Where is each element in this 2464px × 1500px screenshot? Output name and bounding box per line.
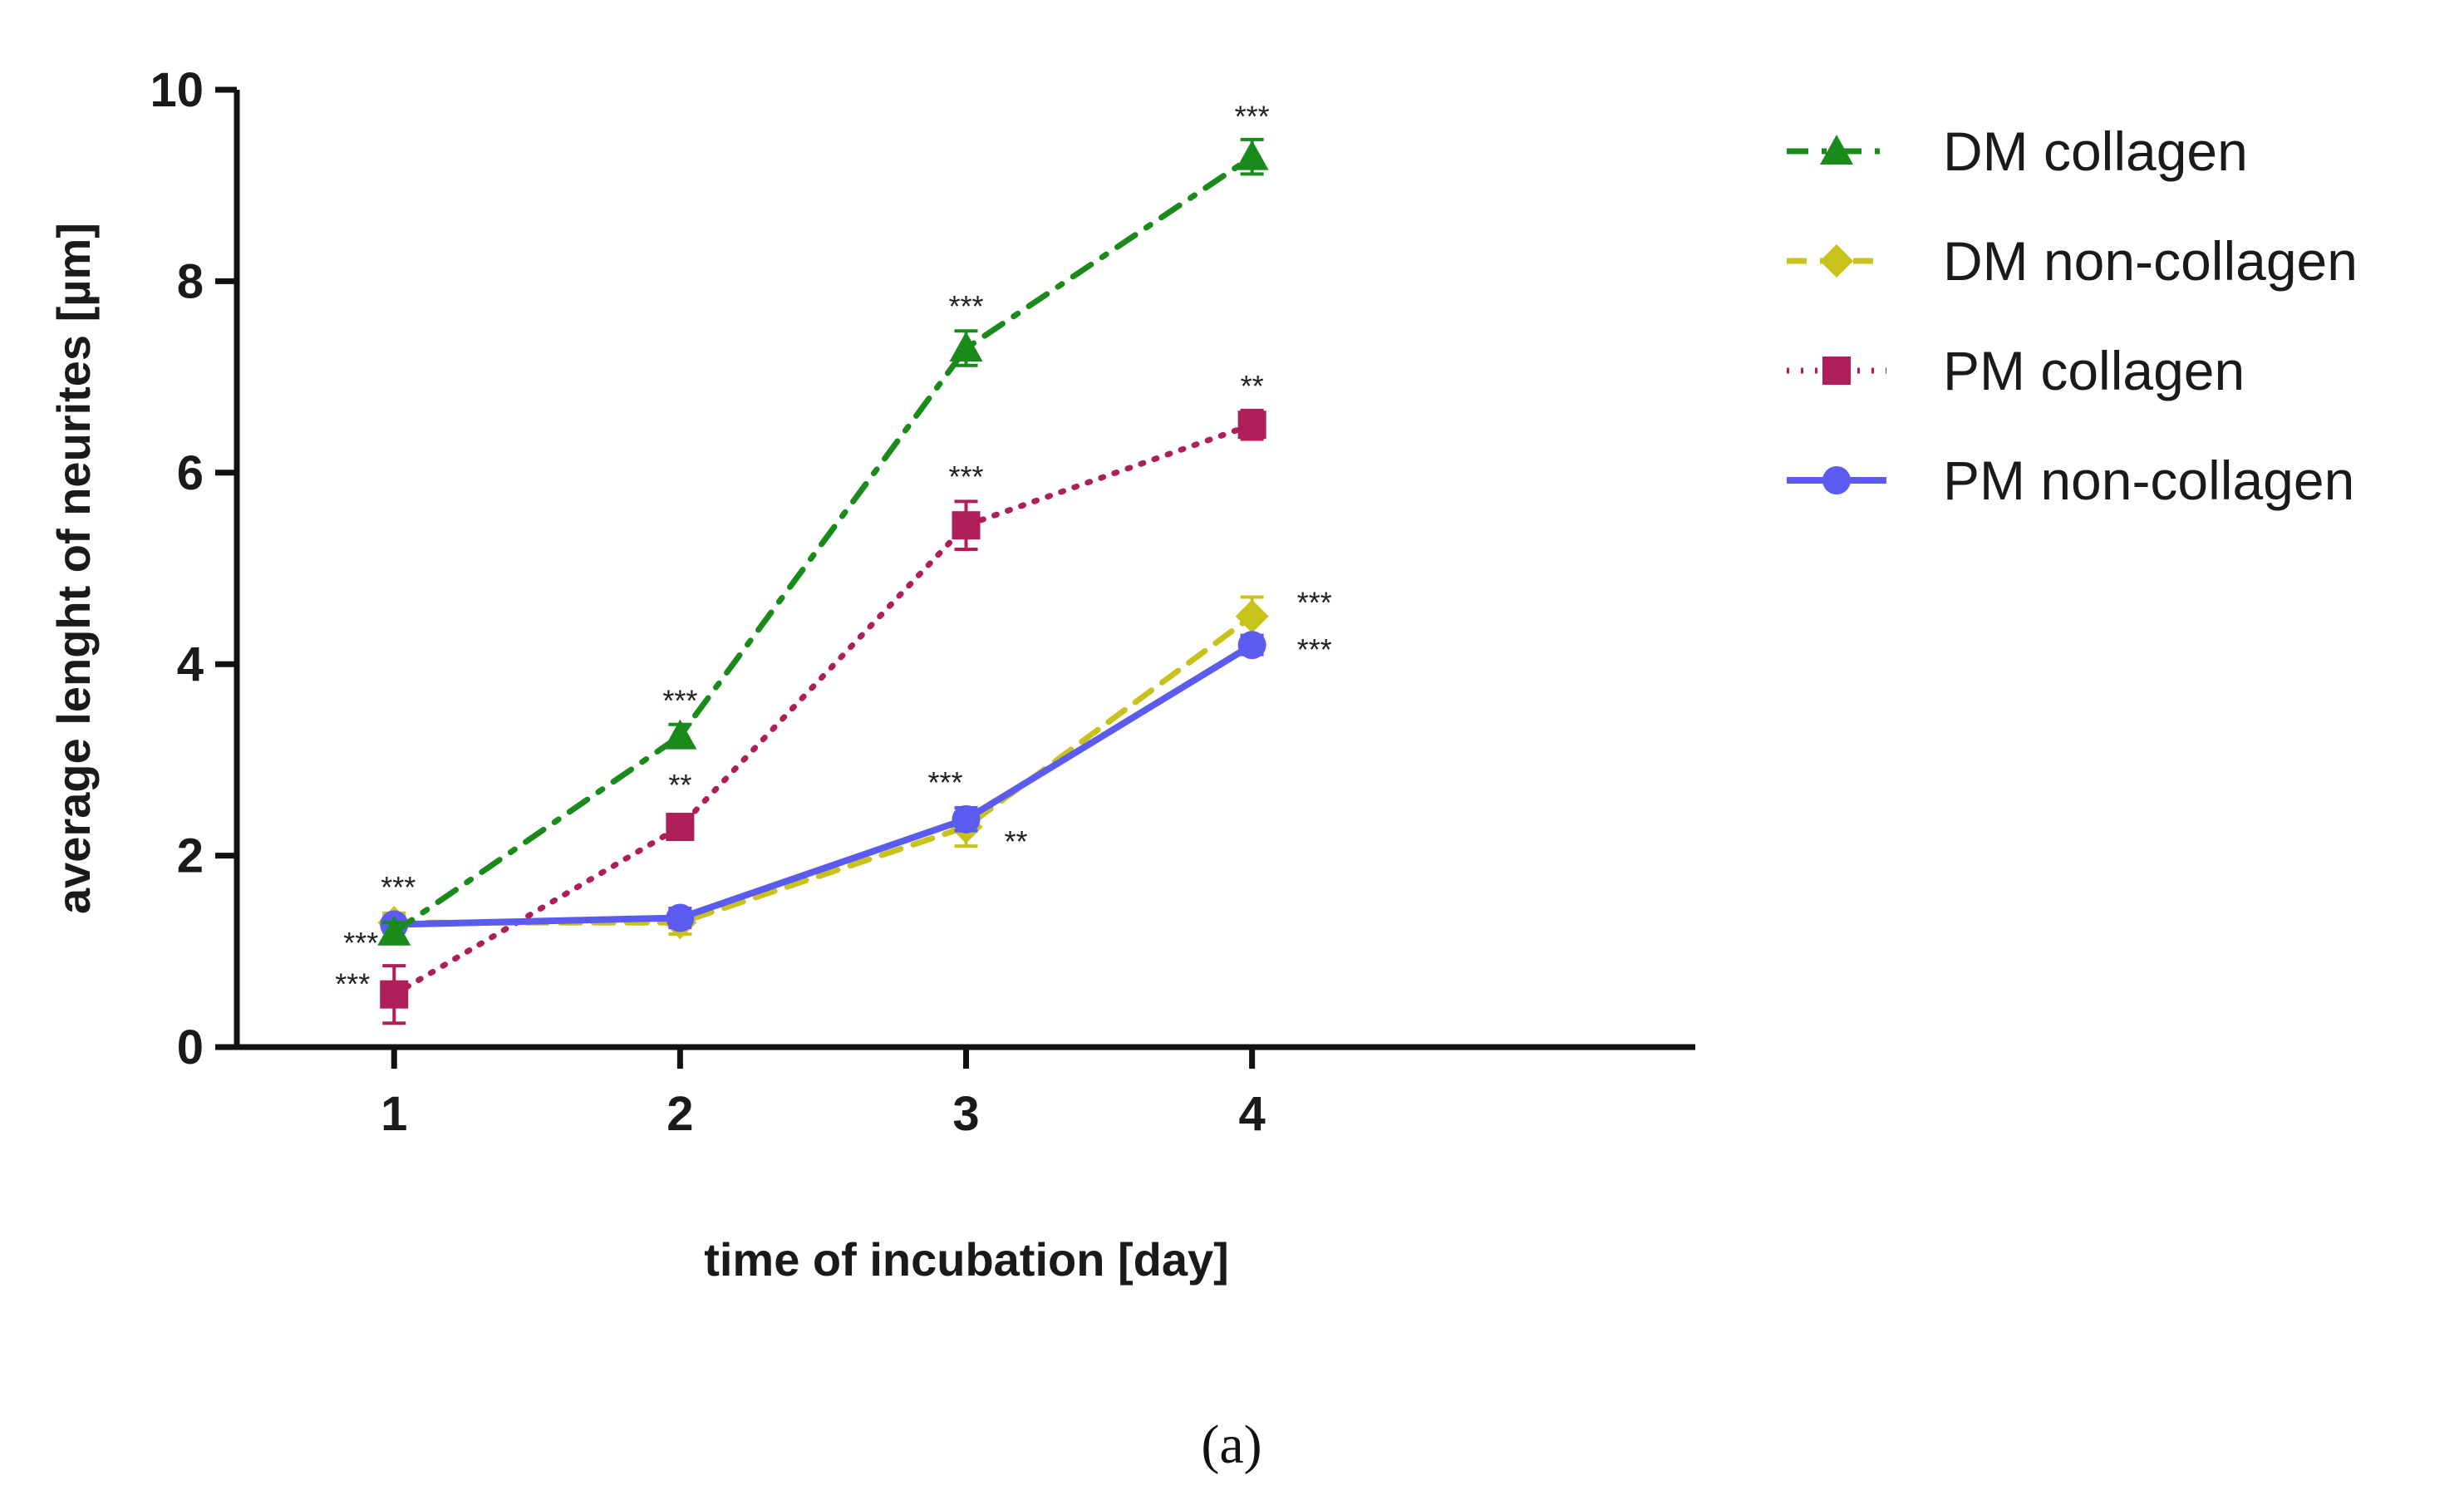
legend-label: DM non-collagen xyxy=(1943,230,2358,292)
series-line xyxy=(391,421,1256,998)
y-tick-label: 10 xyxy=(150,63,204,117)
legend-swatch-marker xyxy=(1820,244,1853,278)
legend-item: PM collagen xyxy=(1787,340,2245,401)
data-point xyxy=(377,915,411,946)
significance-label: *** xyxy=(381,870,416,904)
y-tick-label: 6 xyxy=(177,446,204,500)
significance-label: *** xyxy=(948,460,983,494)
x-tick-label: 3 xyxy=(952,1087,979,1141)
x-axis-title: time of incubation [day] xyxy=(704,1233,1229,1286)
series-dm-non-collagen xyxy=(377,595,1269,940)
significance-label: *** xyxy=(948,289,983,323)
series-pm-collagen xyxy=(380,408,1266,1025)
data-point xyxy=(952,511,981,540)
legend-item: DM collagen xyxy=(1787,120,2248,182)
series-line xyxy=(391,642,1256,928)
legend-item: PM non-collagen xyxy=(1787,450,2354,511)
data-point xyxy=(1237,411,1266,440)
data-point xyxy=(1235,140,1269,170)
series-layer: ************************************ xyxy=(335,100,1332,1025)
series-dm-collagen xyxy=(377,137,1269,946)
data-point xyxy=(666,813,695,842)
legend-label: PM collagen xyxy=(1943,340,2245,401)
legend-item: DM non-collagen xyxy=(1787,230,2358,292)
series-line xyxy=(391,613,1256,926)
significance-labels: ************************************ xyxy=(335,100,1331,1001)
data-point xyxy=(1235,599,1269,633)
data-point xyxy=(380,980,409,1009)
legend-swatch-marker xyxy=(1822,357,1851,385)
x-tick-label: 2 xyxy=(666,1087,693,1141)
figure-caption: (a) xyxy=(1201,1414,1262,1475)
significance-label: ** xyxy=(1241,369,1264,403)
y-tick-label: 0 xyxy=(177,1020,204,1075)
legend-swatch-marker xyxy=(1820,135,1853,165)
data-point xyxy=(663,719,697,750)
x-tick-label: 4 xyxy=(1238,1087,1265,1141)
significance-label: *** xyxy=(343,926,378,960)
significance-label: *** xyxy=(927,765,962,799)
data-point xyxy=(949,332,983,362)
legend-label: DM collagen xyxy=(1943,120,2248,182)
y-tick-label: 8 xyxy=(177,254,204,308)
data-point xyxy=(952,804,981,834)
series-line xyxy=(391,154,1256,936)
significance-label: *** xyxy=(1235,100,1270,134)
x-tick-label: 1 xyxy=(381,1087,407,1141)
significance-label: *** xyxy=(1297,586,1332,620)
y-tick-label: 4 xyxy=(177,637,204,691)
data-point xyxy=(666,903,695,932)
legend-label: PM non-collagen xyxy=(1943,450,2354,511)
legend: DM collagen DM non-collagen PM collagen PM … xyxy=(1787,120,2358,511)
significance-label: *** xyxy=(335,967,370,1001)
axes xyxy=(234,90,1695,1050)
significance-label: *** xyxy=(1297,632,1332,666)
y-tick-label: 2 xyxy=(177,829,204,883)
y-axis-title: average lenght of neurites [µm] xyxy=(47,223,100,914)
significance-label: ** xyxy=(668,768,691,802)
legend-swatch-marker xyxy=(1822,466,1851,494)
data-point xyxy=(1237,631,1266,660)
significance-label: ** xyxy=(1004,824,1027,858)
significance-label: *** xyxy=(662,684,697,718)
